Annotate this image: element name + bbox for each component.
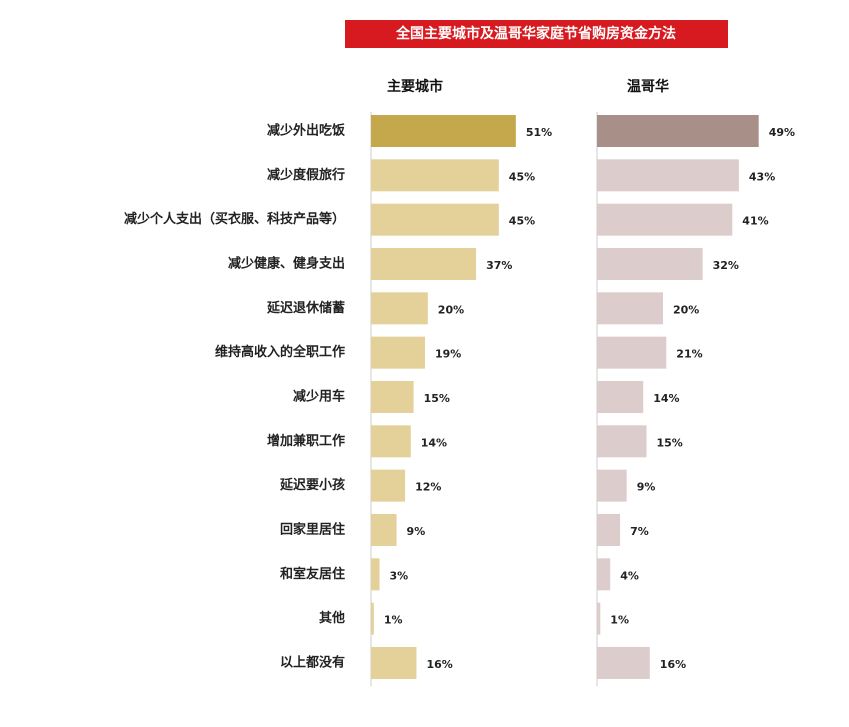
title-box bbox=[345, 20, 728, 48]
value-label: 15% bbox=[424, 392, 450, 405]
value-label: 14% bbox=[653, 392, 679, 405]
bar bbox=[597, 115, 759, 147]
bar bbox=[371, 469, 406, 502]
value-label: 45% bbox=[509, 215, 535, 228]
category-label: 减少健康、健身支出 bbox=[228, 255, 345, 271]
category-label: 延迟退休储蓄 bbox=[266, 300, 345, 316]
bar bbox=[371, 646, 417, 679]
bar bbox=[371, 380, 414, 413]
value-label: 3% bbox=[390, 569, 409, 582]
value-label: 15% bbox=[657, 436, 683, 449]
bar bbox=[597, 558, 611, 591]
bar bbox=[597, 247, 703, 280]
value-label: 20% bbox=[438, 303, 464, 316]
category-label: 和室友居住 bbox=[280, 566, 345, 582]
value-label: 16% bbox=[426, 658, 452, 671]
bar bbox=[597, 159, 739, 192]
bar bbox=[597, 646, 650, 679]
category-label: 回家里居住 bbox=[280, 521, 345, 537]
value-label: 32% bbox=[713, 259, 739, 272]
value-label: 19% bbox=[435, 348, 461, 361]
value-label: 43% bbox=[749, 170, 775, 183]
bar bbox=[597, 602, 601, 635]
value-label: 14% bbox=[421, 436, 447, 449]
value-label: 9% bbox=[407, 525, 426, 538]
value-label: 49% bbox=[769, 126, 795, 139]
category-label: 其他 bbox=[319, 610, 345, 626]
value-label: 21% bbox=[676, 348, 702, 361]
category-label: 减少个人支出（买衣服、科技产品等） bbox=[124, 211, 345, 227]
bar bbox=[371, 602, 374, 635]
bar bbox=[597, 469, 627, 502]
value-label: 16% bbox=[660, 658, 686, 671]
bar bbox=[371, 159, 499, 192]
panel-heading: 温哥华 bbox=[627, 78, 669, 95]
category-label: 增加兼职工作 bbox=[267, 433, 345, 449]
bar bbox=[597, 336, 667, 369]
category-label: 减少外出吃饭 bbox=[267, 123, 345, 139]
value-label: 9% bbox=[637, 481, 656, 494]
category-label: 以上都没有 bbox=[280, 654, 345, 670]
bar bbox=[597, 425, 647, 458]
category-label: 减少度假旅行 bbox=[267, 167, 345, 183]
value-label: 1% bbox=[610, 614, 629, 627]
value-label: 41% bbox=[742, 215, 768, 228]
category-label: 延迟要小孩 bbox=[279, 477, 345, 493]
chart-title: 全国主要城市及温哥华家庭节省购房资金方法 bbox=[395, 25, 676, 42]
value-label: 12% bbox=[415, 481, 441, 494]
bar bbox=[371, 336, 425, 369]
bar bbox=[597, 203, 733, 236]
bar bbox=[597, 513, 621, 546]
value-label: 7% bbox=[630, 525, 649, 538]
bar bbox=[371, 425, 411, 458]
bar bbox=[371, 292, 428, 325]
bar bbox=[597, 292, 663, 325]
bar bbox=[371, 513, 397, 546]
value-label: 37% bbox=[486, 259, 512, 272]
value-label: 20% bbox=[673, 303, 699, 316]
bar bbox=[371, 247, 477, 280]
bar bbox=[597, 380, 644, 413]
value-label: 1% bbox=[384, 614, 403, 627]
category-label: 减少用车 bbox=[293, 388, 345, 404]
value-label: 45% bbox=[509, 170, 535, 183]
bar bbox=[371, 558, 380, 591]
value-label: 4% bbox=[620, 569, 639, 582]
value-label: 51% bbox=[526, 126, 552, 139]
bar bbox=[371, 203, 499, 236]
category-label: 维持高收入的全职工作 bbox=[215, 344, 345, 360]
panel-heading: 主要城市 bbox=[387, 78, 443, 95]
bar bbox=[371, 115, 516, 147]
